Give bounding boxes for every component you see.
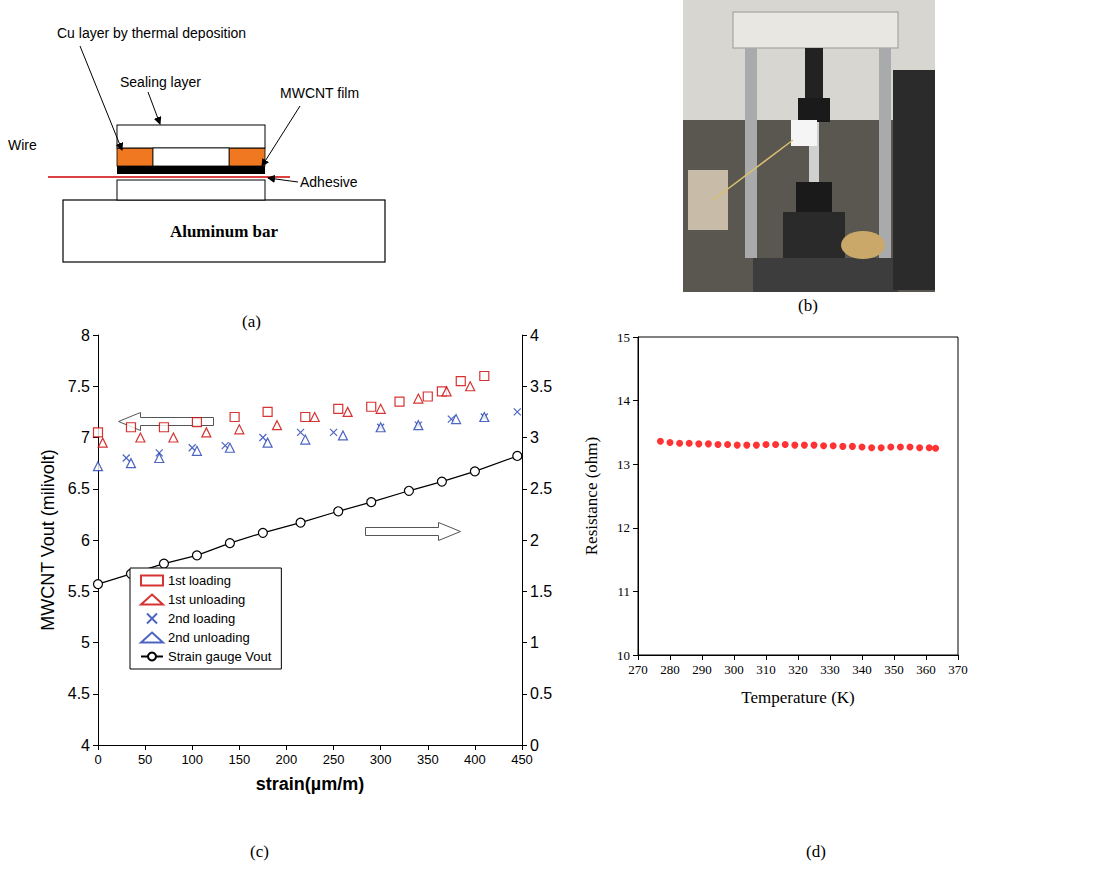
svg-text:MWCNT Vout (milivolt): MWCNT Vout (milivolt)	[38, 449, 58, 631]
svg-text:8: 8	[81, 327, 90, 344]
svg-text:Aluminum bar: Aluminum bar	[170, 222, 279, 241]
svg-text:150: 150	[228, 752, 250, 767]
svg-text:Cu layer by thermal deposition: Cu layer by thermal deposition	[57, 25, 246, 41]
svg-text:290: 290	[692, 662, 712, 677]
svg-text:2nd unloading: 2nd unloading	[168, 630, 250, 645]
svg-text:4: 4	[530, 327, 539, 344]
svg-text:310: 310	[756, 662, 776, 677]
svg-text:MWCNT film: MWCNT film	[280, 85, 359, 101]
svg-text:400: 400	[464, 752, 486, 767]
svg-text:6.5: 6.5	[68, 480, 90, 497]
svg-text:Adhesive: Adhesive	[300, 174, 358, 190]
svg-text:270: 270	[628, 662, 648, 677]
svg-text:6: 6	[81, 532, 90, 549]
svg-text:5: 5	[81, 634, 90, 651]
svg-text:Strain gauge Vout: Strain gauge Vout	[168, 649, 272, 664]
svg-text:Temperature (K): Temperature (K)	[741, 688, 855, 707]
svg-text:3: 3	[530, 429, 539, 446]
svg-text:300: 300	[370, 752, 392, 767]
html-text:(a): (a)	[242, 312, 261, 331]
html-text:(c): (c)	[250, 842, 269, 861]
svg-text:50: 50	[138, 752, 152, 767]
html-text:(b): (b)	[798, 296, 818, 315]
svg-text:330: 330	[820, 662, 840, 677]
svg-text:Sealing layer: Sealing layer	[120, 74, 201, 90]
svg-text:100: 100	[181, 752, 203, 767]
svg-text:1.5: 1.5	[530, 583, 552, 600]
svg-text:10: 10	[617, 648, 630, 663]
svg-text:320: 320	[788, 662, 808, 677]
svg-text:1st loading: 1st loading	[168, 573, 231, 588]
svg-text:13: 13	[617, 457, 630, 472]
svg-text:1st unloading: 1st unloading	[168, 592, 245, 607]
svg-text:14: 14	[617, 393, 631, 408]
svg-text:7.5: 7.5	[68, 378, 90, 395]
svg-text:1: 1	[530, 634, 539, 651]
svg-text:340: 340	[852, 662, 872, 677]
svg-text:0: 0	[94, 752, 101, 767]
svg-text:Wire: Wire	[8, 137, 37, 153]
svg-text:2nd loading: 2nd loading	[168, 611, 235, 626]
svg-text:200: 200	[276, 752, 298, 767]
svg-text:Resistance (ohm): Resistance (ohm)	[582, 437, 601, 556]
svg-text:360: 360	[916, 662, 936, 677]
svg-text:450: 450	[511, 752, 533, 767]
svg-text:5.5: 5.5	[68, 583, 90, 600]
svg-text:0.5: 0.5	[530, 685, 552, 702]
svg-text:7: 7	[81, 429, 90, 446]
svg-text:350: 350	[884, 662, 904, 677]
svg-text:350: 350	[417, 752, 439, 767]
svg-text:250: 250	[323, 752, 345, 767]
svg-text:4.5: 4.5	[68, 685, 90, 702]
svg-text:12: 12	[617, 520, 630, 535]
svg-text:300: 300	[724, 662, 744, 677]
svg-text:strain(µm/m): strain(µm/m)	[256, 774, 364, 794]
svg-text:370: 370	[948, 662, 968, 677]
html-text:(d): (d)	[806, 842, 826, 861]
svg-text:15: 15	[617, 330, 630, 345]
svg-text:4: 4	[81, 737, 90, 754]
svg-text:280: 280	[660, 662, 680, 677]
svg-text:11: 11	[617, 584, 630, 599]
svg-text:3.5: 3.5	[530, 378, 552, 395]
svg-text:2.5: 2.5	[530, 480, 552, 497]
svg-text:0: 0	[530, 737, 539, 754]
svg-text:2: 2	[530, 532, 539, 549]
